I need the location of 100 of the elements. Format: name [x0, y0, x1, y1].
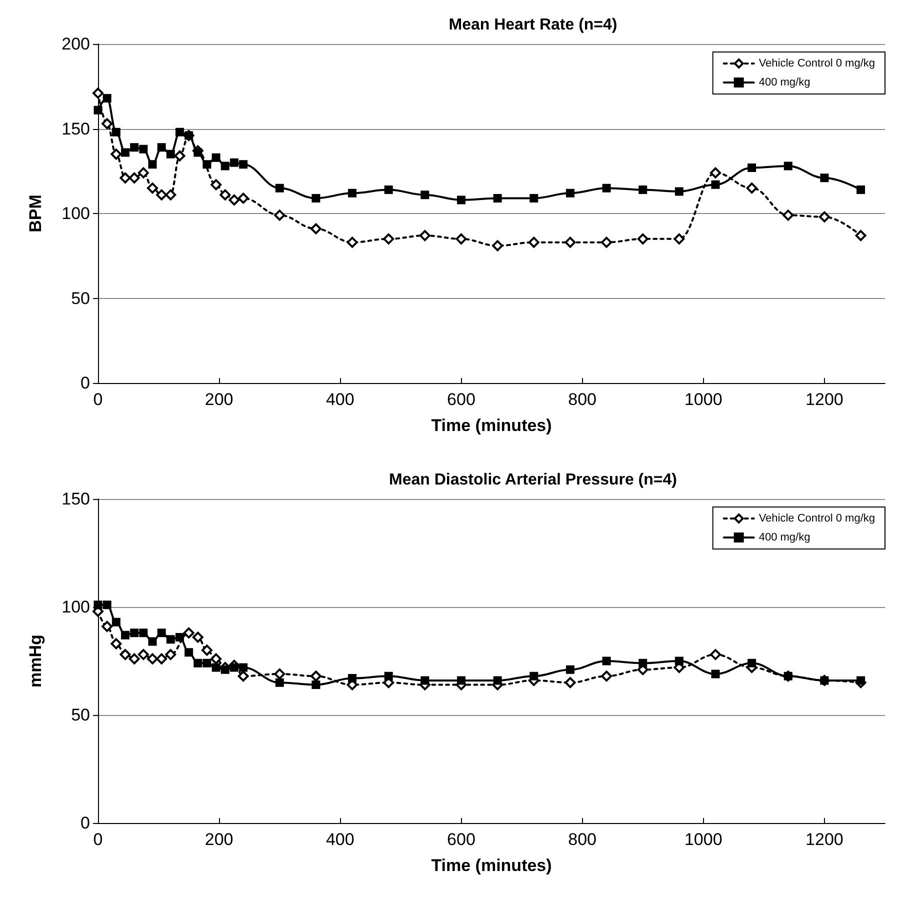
y-tick-label: 150 [62, 490, 90, 508]
point [275, 184, 284, 192]
point [239, 663, 248, 672]
point [601, 670, 612, 682]
x-tick-label: 1200 [806, 830, 844, 849]
x-axis-title: Time (minutes) [431, 856, 552, 875]
point [92, 88, 104, 99]
point [148, 637, 157, 646]
legend-label: 400 mg/kg [758, 76, 810, 88]
point [157, 628, 166, 638]
point [456, 196, 466, 204]
point [183, 627, 194, 638]
point [456, 676, 466, 685]
point [184, 648, 194, 657]
point [856, 676, 866, 685]
point [228, 194, 240, 206]
point [94, 106, 102, 114]
point [748, 163, 756, 172]
point [348, 674, 357, 683]
point [201, 644, 212, 656]
legend-label: 400 mg/kg [758, 532, 810, 544]
point [710, 649, 721, 660]
x-axis-title: Time (minutes) [431, 416, 552, 435]
point [564, 677, 576, 688]
point [784, 162, 792, 170]
point [310, 223, 322, 234]
point [112, 128, 120, 136]
point [530, 194, 538, 202]
point [274, 668, 286, 680]
x-tick-label: 800 [568, 830, 596, 849]
point [202, 160, 212, 169]
point [856, 186, 866, 194]
point [139, 628, 148, 638]
point [120, 172, 131, 184]
point [165, 649, 176, 660]
point [493, 676, 502, 685]
point [166, 150, 175, 158]
point [128, 172, 140, 184]
point [138, 167, 149, 178]
point [192, 632, 204, 643]
x-tick-label: 800 [568, 390, 596, 409]
point [711, 180, 720, 189]
point [212, 153, 220, 162]
point [710, 167, 721, 178]
point [420, 676, 430, 685]
point [602, 184, 611, 192]
point [220, 189, 231, 200]
point [346, 236, 358, 248]
point [638, 658, 648, 668]
point [275, 678, 284, 687]
chart-title: Mean Heart Rate (n=4) [448, 16, 618, 34]
point [156, 189, 168, 200]
point [210, 653, 222, 664]
point [674, 233, 685, 244]
point [310, 670, 322, 682]
point [166, 635, 175, 644]
point [564, 236, 576, 248]
point [175, 632, 184, 642]
point [528, 236, 540, 248]
point [128, 653, 140, 664]
point [782, 210, 794, 221]
x-tick-label: 1200 [806, 390, 844, 409]
x-tick-label: 1000 [684, 390, 722, 409]
point [102, 620, 113, 632]
point [174, 150, 186, 162]
x-tick-label: 600 [447, 830, 476, 849]
y-axis-title: mmHg [26, 634, 45, 688]
x-tick-label: 400 [326, 390, 354, 409]
point [212, 663, 220, 672]
point [493, 194, 502, 202]
point [238, 192, 249, 204]
point [230, 158, 238, 167]
point [220, 665, 230, 674]
point [492, 240, 504, 252]
point [384, 186, 393, 194]
point [855, 230, 866, 242]
point [112, 618, 120, 626]
point [120, 649, 131, 660]
x-tick-label: 200 [204, 390, 234, 409]
point [456, 233, 467, 244]
point [175, 128, 184, 136]
point [146, 653, 158, 664]
point [566, 188, 574, 198]
point [102, 94, 112, 102]
y-tick-label: 200 [62, 34, 90, 54]
point [120, 148, 130, 157]
point [156, 653, 168, 664]
point [746, 182, 758, 194]
point [818, 211, 830, 222]
point [383, 233, 394, 244]
point [274, 210, 286, 221]
point [130, 143, 139, 152]
point [165, 189, 176, 200]
point [820, 174, 829, 182]
point [566, 665, 574, 674]
point [674, 187, 684, 196]
x-tick-label: 400 [326, 830, 354, 849]
point [148, 160, 157, 169]
point [110, 638, 122, 650]
point [220, 162, 230, 170]
